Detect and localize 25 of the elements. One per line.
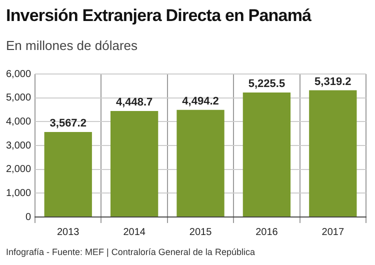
data-label: 3,567.2 bbox=[50, 118, 86, 130]
x-tick-label: 2017 bbox=[322, 226, 344, 238]
y-tick-label: 1,000 bbox=[6, 188, 32, 199]
bar bbox=[309, 90, 357, 216]
x-tick-label: 2013 bbox=[56, 226, 80, 238]
data-label: 4,494.2 bbox=[182, 95, 219, 108]
bar bbox=[44, 132, 92, 216]
y-tick-label: 5,000 bbox=[6, 92, 32, 104]
y-tick-label: 0 bbox=[25, 212, 32, 223]
chart-title: Inversión Extranjera Directa en Panamá bbox=[6, 6, 312, 26]
x-tick-label: 2014 bbox=[123, 226, 146, 238]
x-tick-label: 2015 bbox=[189, 226, 212, 238]
data-label: 4,448.7 bbox=[116, 96, 153, 109]
bar bbox=[110, 110, 158, 216]
data-label: 5,225.5 bbox=[248, 78, 286, 90]
text: Infografía - Fuente: MEF | Contraloría General de la República bbox=[6, 247, 255, 257]
bar bbox=[176, 110, 224, 216]
x-tick-label: 2016 bbox=[256, 226, 278, 238]
y-tick-label: 6,000 bbox=[6, 68, 32, 80]
y-tick-label: 3,000 bbox=[6, 140, 32, 152]
bar bbox=[242, 92, 291, 216]
y-tick-label: 4,000 bbox=[6, 116, 32, 128]
chart-subtitle: En millones de dólares bbox=[6, 38, 138, 53]
y-tick-label: 2,000 bbox=[6, 164, 32, 176]
data-label: 5,319.2 bbox=[314, 76, 352, 88]
